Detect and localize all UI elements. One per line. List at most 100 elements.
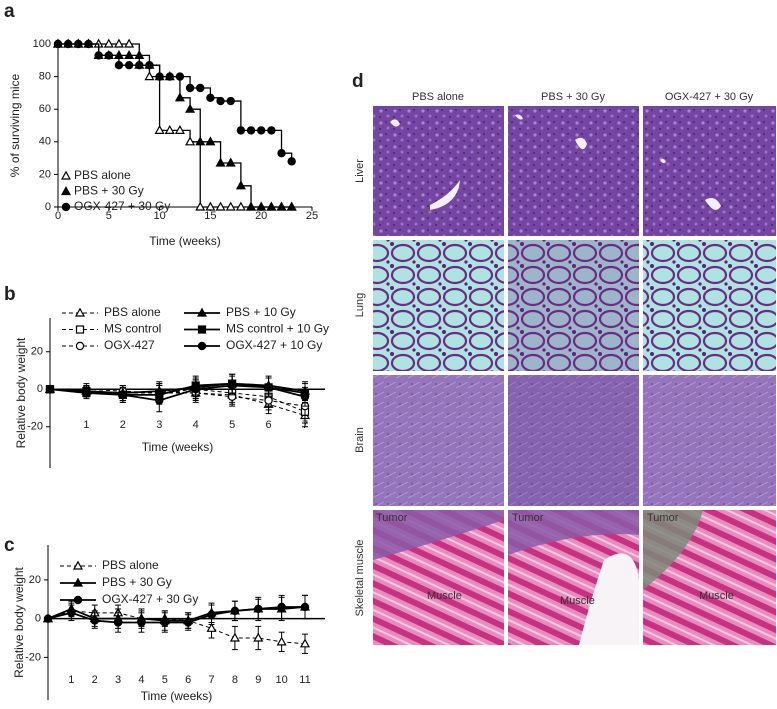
x-tick-label: 5 <box>106 210 112 222</box>
tumor-label: Tumor <box>512 512 544 524</box>
marker <box>43 614 53 623</box>
column-header: PBS alone <box>412 91 464 103</box>
marker <box>196 83 205 93</box>
marker <box>183 618 193 627</box>
brain-image <box>508 375 639 506</box>
x-tick-label: 6 <box>266 419 272 431</box>
legend-marker <box>74 307 86 317</box>
tumor-label: Tumor <box>647 512 679 524</box>
legend-marker <box>75 341 85 351</box>
x-axis-label: Time (weeks) <box>149 234 221 248</box>
marker <box>277 602 286 612</box>
legend-label: OGX-427 + 30 Gy <box>102 592 198 606</box>
marker <box>276 636 287 646</box>
y-tick-label: 40 <box>39 136 51 148</box>
lung-image <box>643 240 776 371</box>
marker <box>185 83 195 93</box>
x-tick-label: 10 <box>276 674 288 686</box>
marker <box>145 60 154 70</box>
marker <box>215 201 226 211</box>
legend-marker <box>60 170 72 180</box>
marker <box>134 49 145 60</box>
marker <box>45 385 55 394</box>
marker <box>113 38 124 48</box>
x-tick-label: 3 <box>115 674 121 686</box>
column-header: PBS + 30 Gy <box>541 91 605 103</box>
legend-label: PBS alone <box>102 558 159 572</box>
marker <box>253 632 264 642</box>
marker <box>205 136 216 146</box>
legend-marker <box>75 325 85 334</box>
y-tick-label: 0 <box>35 613 41 625</box>
x-tick-label: 5 <box>162 674 168 686</box>
y-axis-label: % of surviving mice <box>8 73 22 177</box>
vessel <box>515 114 587 150</box>
muscle-label: Muscle <box>427 590 462 602</box>
x-tick-label: 11 <box>299 674 310 686</box>
marker <box>174 92 185 102</box>
x-tick-label: 15 <box>204 210 216 222</box>
marker <box>205 201 216 211</box>
marker <box>154 124 165 134</box>
marker <box>225 201 236 211</box>
marker <box>82 386 91 396</box>
histology-grid <box>373 106 776 645</box>
marker <box>174 124 185 134</box>
y-tick-label: -20 <box>27 421 43 433</box>
muscle-label: Muscle <box>560 595 595 607</box>
brain-image <box>643 375 776 506</box>
x-tick-label: 10 <box>153 210 165 222</box>
legend-label: PBS + 30 Gy <box>102 575 172 589</box>
marker <box>300 392 310 401</box>
marker <box>246 201 257 211</box>
marker <box>144 71 155 81</box>
legend-marker <box>60 186 72 196</box>
lung-shade <box>508 240 639 371</box>
marker <box>287 157 296 166</box>
marker <box>254 604 263 614</box>
marker <box>227 381 237 390</box>
y-tick-label: -20 <box>25 651 41 663</box>
marker <box>246 126 256 135</box>
legend-label: PBS + 10 Gy <box>226 305 296 319</box>
marker <box>191 385 200 394</box>
lung-image <box>508 240 639 371</box>
row-label: Liver <box>354 159 366 183</box>
marker <box>63 39 73 49</box>
x-tick-label: 25 <box>306 210 318 222</box>
marker <box>195 201 206 211</box>
brain-image <box>373 375 504 506</box>
x-tick-label: 1 <box>68 674 74 686</box>
marker <box>264 396 273 405</box>
legend-label: PBS alone <box>74 168 131 182</box>
x-tick-label: 4 <box>138 674 144 686</box>
marker <box>175 72 185 81</box>
marker <box>94 51 103 60</box>
marker <box>236 126 246 135</box>
marker <box>206 93 215 102</box>
marker <box>286 201 297 211</box>
marker <box>216 96 225 106</box>
marker <box>207 610 216 619</box>
marker <box>155 72 164 81</box>
legend-label: MS control + 10 Gy <box>226 322 329 336</box>
lung-image <box>373 240 504 371</box>
x-axis-label: Time (weeks) <box>142 440 214 454</box>
row-label: Lung <box>354 293 366 317</box>
legend-label: MS control <box>104 322 161 336</box>
marker <box>299 638 311 648</box>
x-tick-label: 7 <box>208 674 214 686</box>
marker <box>185 103 196 113</box>
y-tick-label: 80 <box>39 71 51 83</box>
marker <box>164 124 175 134</box>
legend-label: OGX-427 + 10 Gy <box>226 338 322 352</box>
marker <box>256 201 267 211</box>
step-line <box>58 43 292 208</box>
marker <box>235 201 246 211</box>
marker <box>257 126 266 135</box>
tumor-label: Tumor <box>376 512 408 524</box>
marker <box>104 51 114 60</box>
y-axis-label: Relative body weight <box>12 566 26 677</box>
x-tick-label: 5 <box>229 419 235 431</box>
